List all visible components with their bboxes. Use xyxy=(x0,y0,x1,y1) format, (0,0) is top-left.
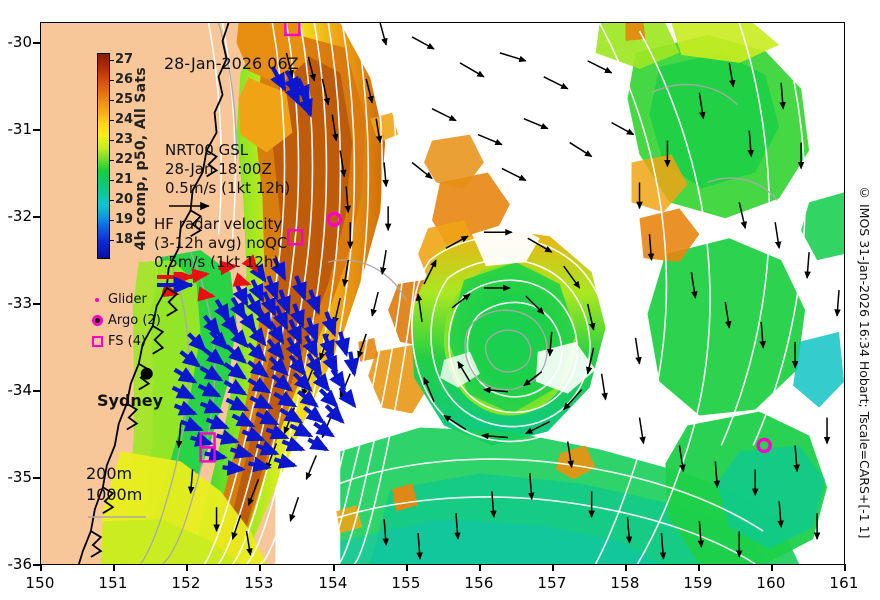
legend-label-argo: Argo (2) xyxy=(108,313,161,328)
x-tick-label-161: 161 xyxy=(829,574,859,592)
argo-marker-2 xyxy=(756,437,772,454)
y-tick-label-33: -33 xyxy=(7,294,33,312)
sydney-label: Sydney xyxy=(97,391,164,410)
gsl-line-2: 28-Jan 18:00Z xyxy=(165,160,272,178)
legend-label-glider: Glider xyxy=(108,292,147,307)
argo-marker-1 xyxy=(326,211,342,227)
fs-marker-4 xyxy=(199,446,216,463)
hf-radar-annotation: HF radar velocity (3-12h avg) noQC 0.5m/… xyxy=(154,215,287,297)
coastline-layer xyxy=(78,23,230,564)
colorbar-tick-26: 26 xyxy=(115,72,134,87)
north-shelf-warm-2 xyxy=(238,77,293,153)
y-tick-label-32: -32 xyxy=(7,207,33,225)
filament-orange-e xyxy=(424,134,484,189)
colorbar-title: 4h comp, p50, All Sats xyxy=(133,67,149,251)
isobath-1000m xyxy=(162,251,216,564)
colorbar-tick-27: 27 xyxy=(115,52,134,67)
legend-item-fs[interactable]: FS (4) xyxy=(86,331,161,352)
gsl-scale-arrow-icon xyxy=(169,201,210,211)
x-tick-label-153: 153 xyxy=(244,574,274,592)
isobath-200m-label: 200m xyxy=(86,464,133,483)
colorbar-tick-23: 23 xyxy=(115,132,134,147)
hf-line-2: (3-12h avg) noQC xyxy=(154,234,288,252)
shelf-yellow-band-2 xyxy=(100,519,241,564)
gsl-annotation: NRT00 GSL 28-Jan 18:00Z 0.5m/s (1kt 12h) xyxy=(165,141,290,219)
argo-ring-icon xyxy=(86,315,108,326)
y-tick-label-35: -35 xyxy=(7,468,33,486)
hf-line-3: 0.5m/s (1kt 12h) xyxy=(154,253,280,271)
sst-raster-layer xyxy=(100,23,844,564)
legend-item-glider[interactable]: Glider xyxy=(86,289,161,310)
isobath-1000m-label: 1000m xyxy=(86,485,143,504)
x-tick-label-152: 152 xyxy=(171,574,201,592)
glider-dot-icon xyxy=(86,297,108,302)
isobath-line-sample-icon xyxy=(88,516,146,518)
colorbar-tick-22: 22 xyxy=(115,152,134,167)
fs-square-icon xyxy=(86,336,108,347)
colorbar-tick-25: 25 xyxy=(115,92,134,107)
y-tick-label-34: -34 xyxy=(7,381,33,399)
fs-marker-2 xyxy=(287,229,304,246)
platform-marker-layer xyxy=(199,23,772,463)
x-tick-label-158: 158 xyxy=(610,574,640,592)
colorbar-tick-24: 24 xyxy=(115,112,134,127)
colorbar-tick-20: 20 xyxy=(115,192,134,207)
colorbar-tick-19: 19 xyxy=(115,212,134,227)
x-tick-label-157: 157 xyxy=(537,574,567,592)
gsl-line-3: 0.5m/s (1kt 12h) xyxy=(165,179,291,197)
y-tick-label-36: -36 xyxy=(7,555,33,573)
speck-orange-a xyxy=(555,445,596,480)
credit-text: © IMOS 31-Jan-2026 16:34 Hobart; Tscale=… xyxy=(857,185,872,539)
platform-legend: Glider Argo (2) FS (4) xyxy=(86,289,161,352)
map-date-label: 28-Jan-2026 06Z xyxy=(164,54,299,73)
x-tick-label-160: 160 xyxy=(756,574,786,592)
x-tick-label-159: 159 xyxy=(683,574,713,592)
legend-item-argo[interactable]: Argo (2) xyxy=(86,310,161,331)
sst-colorbar xyxy=(97,53,110,259)
gsl-line-1: NRT00 GSL xyxy=(165,141,249,159)
x-tick-label-156: 156 xyxy=(464,574,494,592)
y-tick-label-30: -30 xyxy=(7,33,33,51)
hf-scale-arrow-icon xyxy=(157,268,194,294)
hf-line-1: HF radar velocity xyxy=(154,215,283,233)
x-tick-label-151: 151 xyxy=(98,574,128,592)
fs-marker-1 xyxy=(284,23,301,37)
east-orange-speck-a xyxy=(639,208,700,263)
isobath-legend: 200m 1000m xyxy=(86,463,150,526)
x-tick-label-150: 150 xyxy=(25,574,55,592)
colorbar-tick-18: 18 xyxy=(115,232,134,247)
x-tick-label-154: 154 xyxy=(318,574,348,592)
sydney-city-dot xyxy=(140,367,153,380)
hf-radar-vector-layer xyxy=(171,65,360,476)
colorbar-tick-21: 21 xyxy=(115,172,134,187)
legend-label-fs: FS (4) xyxy=(108,334,147,349)
map-plot-area[interactable]: 27 26 25 24 23 22 21 20 19 18 4h comp, p… xyxy=(40,22,845,565)
x-tick-label-155: 155 xyxy=(391,574,421,592)
y-tick-label-31: -31 xyxy=(7,120,33,138)
map-canvas xyxy=(41,23,844,564)
